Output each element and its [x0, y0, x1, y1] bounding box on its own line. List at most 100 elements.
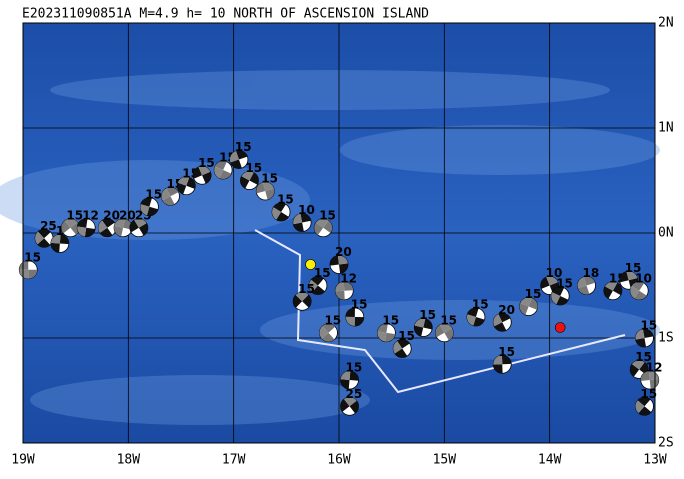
- compression-quadrant: [240, 172, 259, 189]
- focal-mechanism: [340, 396, 359, 416]
- depth-label: 18: [583, 266, 600, 280]
- focal-mechanism: [334, 281, 354, 301]
- lat-label: 0N: [658, 226, 674, 241]
- focal-mechanism: [308, 276, 328, 295]
- compression-quadrant: [340, 399, 359, 414]
- depth-label: 20: [498, 303, 515, 317]
- grey-quadrant: [635, 329, 645, 340]
- compression-quadrant: [293, 213, 311, 232]
- grey-quadrant: [546, 276, 559, 286]
- compression-quadrant: [19, 260, 38, 279]
- grey-quadrant: [343, 397, 357, 407]
- grey-quadrant: [604, 281, 618, 291]
- compression-quadrant: [140, 197, 159, 216]
- compression-quadrant: [61, 220, 80, 235]
- compression-quadrant: [214, 161, 232, 179]
- compression-quadrant: [273, 203, 289, 221]
- compression-quadrant: [162, 187, 179, 206]
- focal-mechanism: [176, 176, 196, 196]
- focal-mechanism: [50, 234, 70, 253]
- depth-label: 15: [198, 156, 215, 170]
- compression-quadrant: [335, 281, 354, 300]
- depth-label: 15: [235, 140, 252, 154]
- focal-mechanism: [271, 202, 291, 222]
- grey-quadrant: [161, 188, 171, 201]
- lon-label: 16W: [327, 453, 351, 468]
- compression-quadrant: [631, 281, 647, 300]
- focal-mechanism: [603, 281, 623, 301]
- grey-quadrant: [577, 276, 587, 289]
- grey-quadrant: [551, 292, 561, 305]
- compression-quadrant: [414, 318, 433, 337]
- depth-label: 15: [382, 313, 399, 327]
- focal-mechanism: [113, 218, 133, 238]
- depth-label: 25: [40, 219, 57, 233]
- grey-quadrant: [319, 326, 329, 339]
- focal-mechanism: [229, 150, 249, 169]
- compression-quadrant: [256, 182, 275, 200]
- depth-label: 20: [103, 208, 120, 222]
- focal-mechanism: [313, 218, 333, 238]
- compression-quadrant: [630, 362, 649, 377]
- grey-quadrant: [198, 166, 211, 176]
- grey-quadrant: [50, 234, 61, 244]
- focal-mechanism: [129, 218, 149, 238]
- depth-label: 15: [498, 345, 515, 359]
- focal-mechanism: [519, 297, 538, 316]
- depth-label: 15: [298, 282, 315, 296]
- depth-label: 15: [525, 287, 542, 301]
- grey-quadrant: [293, 213, 303, 225]
- grey-quadrant: [98, 220, 108, 233]
- depth-label: 15: [24, 250, 41, 264]
- compression-quadrant: [129, 220, 148, 236]
- grey-quadrant: [340, 371, 351, 380]
- grey-quadrant: [77, 226, 87, 237]
- compression-quadrant: [519, 298, 538, 315]
- focal-mechanism: [492, 312, 512, 332]
- depth-label: 15: [277, 193, 294, 207]
- compression-quadrant: [293, 294, 312, 308]
- focal-mechanism: [635, 328, 654, 348]
- compression-quadrant: [340, 371, 359, 389]
- depth-label: 15: [635, 350, 652, 364]
- depth-label: 15: [314, 266, 331, 280]
- depth-label: 15: [66, 208, 83, 222]
- focal-mechanism: [635, 396, 654, 416]
- depth-label: 15: [419, 308, 436, 322]
- depth-label: 15: [346, 361, 363, 375]
- depth-label: 15: [472, 298, 489, 312]
- compression-quadrant: [493, 355, 512, 374]
- grey-quadrant: [134, 218, 147, 228]
- map-frame: [22, 22, 656, 444]
- focal-mechanism: [329, 255, 349, 274]
- depth-label: 15: [319, 208, 336, 222]
- events: 1525151512202025151515151515151515101520…: [18, 140, 663, 416]
- focal-mechanism: [492, 354, 512, 374]
- focal-mechanism: [161, 186, 180, 206]
- depth-label: 20: [335, 245, 352, 259]
- compression-quadrant: [494, 313, 511, 332]
- grey-quadrant: [214, 166, 224, 179]
- compression-quadrant: [50, 234, 69, 253]
- focal-mechanism: [97, 218, 117, 238]
- focal-mechanism: [319, 323, 338, 343]
- grey-quadrant: [19, 269, 29, 279]
- depth-label: 10: [298, 203, 315, 217]
- depth-label: 12: [646, 361, 663, 375]
- depth-label: 12: [340, 271, 357, 285]
- compression-quadrant: [394, 339, 410, 358]
- depth-label: 15: [324, 313, 341, 327]
- depth-label: 15: [556, 277, 573, 291]
- depth-label: 12: [82, 208, 99, 222]
- grey-quadrant: [393, 341, 403, 354]
- plate-boundary: [254, 229, 626, 394]
- grey-quadrant: [632, 360, 645, 370]
- depth-label: 15: [245, 161, 262, 175]
- epicenter: [554, 322, 566, 333]
- focal-mechanism: [139, 197, 159, 217]
- grey-quadrant: [345, 316, 355, 326]
- grey-quadrant: [630, 285, 640, 299]
- focal-mechanism: [466, 307, 486, 327]
- compression-quadrant: [321, 323, 336, 342]
- compression-quadrant: [37, 229, 51, 248]
